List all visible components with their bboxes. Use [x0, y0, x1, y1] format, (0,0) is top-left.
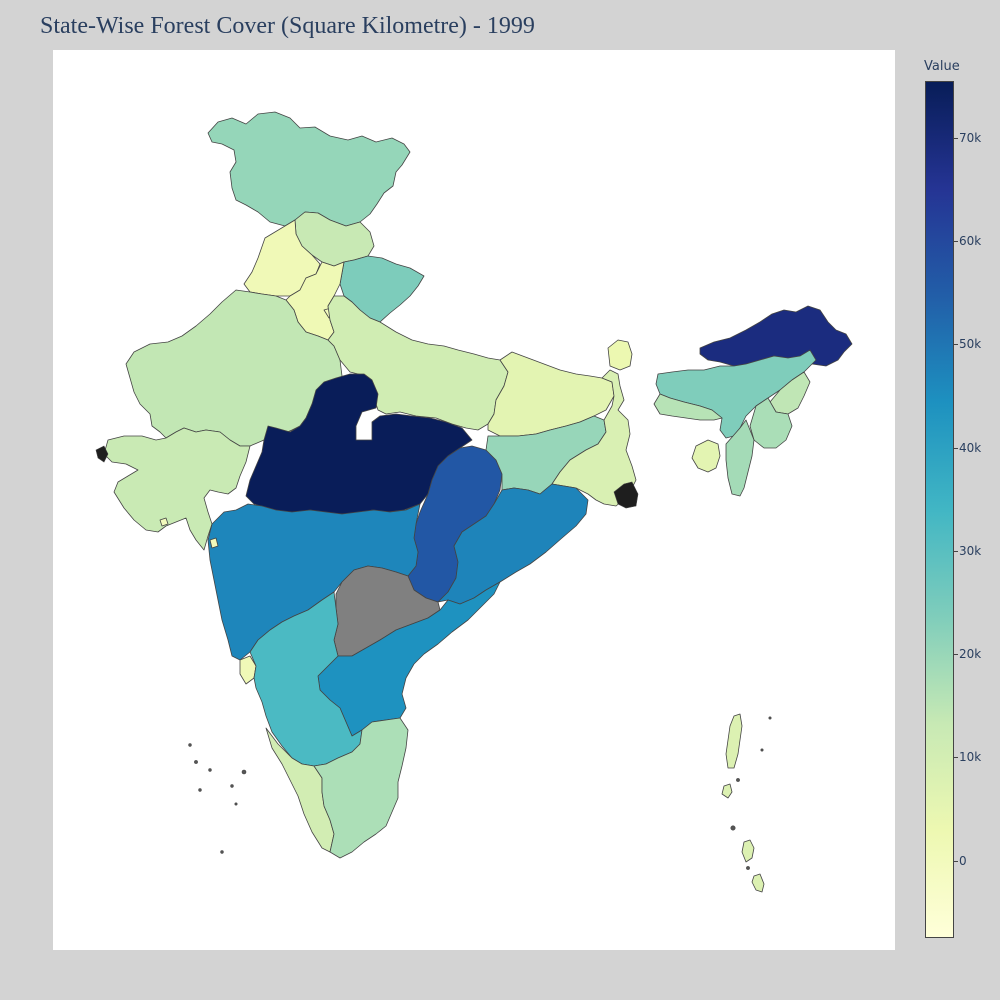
colorbar-tick-label: 0 — [959, 853, 967, 868]
state-tamil-nadu[interactable] — [313, 717, 409, 859]
colorbar-tick-label: 40k — [959, 440, 982, 455]
state-jammu-kashmir[interactable] — [207, 111, 411, 227]
colorbar-tick-mark — [954, 344, 958, 346]
colorbar-tick-label: 70k — [959, 130, 982, 145]
state-meghalaya[interactable] — [653, 393, 723, 421]
colorbar-tick-mark — [954, 654, 958, 656]
colorbar-tick-mark — [954, 447, 958, 449]
colorbar-tick-label: 20k — [959, 647, 982, 662]
colorbar-tick-mark — [954, 137, 958, 139]
colorbar-tick-label: 50k — [959, 337, 982, 352]
colorbar-gradient — [925, 81, 954, 938]
colorbar-tick-label: 30k — [959, 543, 982, 558]
state-mizoram[interactable] — [725, 419, 755, 497]
page-title: State-Wise Forest Cover (Square Kilometr… — [40, 13, 535, 39]
state-sikkim[interactable] — [607, 339, 633, 371]
colorbar-tick-mark — [954, 860, 958, 862]
colorbar-tick-mark — [954, 241, 958, 243]
state-gujarat[interactable] — [103, 427, 251, 551]
colorbar-title: Value — [924, 59, 960, 74]
colorbar-tick-label: 60k — [959, 234, 982, 249]
sundarbans-detail — [613, 481, 639, 509]
colorbar-tick-label: 10k — [959, 750, 982, 765]
state-dadra-nagar-haveli[interactable] — [209, 537, 219, 549]
state-karnataka[interactable] — [249, 591, 363, 767]
gujarat-coast-detail — [95, 445, 109, 463]
state-west-bengal[interactable] — [551, 369, 637, 507]
state-uttar-pradesh[interactable] — [327, 295, 509, 431]
state-lakshadweep[interactable] — [188, 743, 247, 854]
state-daman-diu[interactable] — [159, 517, 169, 527]
state-andaman-nicobar[interactable] — [721, 713, 772, 893]
state-tripura[interactable] — [691, 439, 721, 473]
colorbar-tick-mark — [954, 550, 958, 552]
state-manipur[interactable] — [749, 397, 793, 449]
colorbar-tick-mark — [954, 757, 958, 759]
